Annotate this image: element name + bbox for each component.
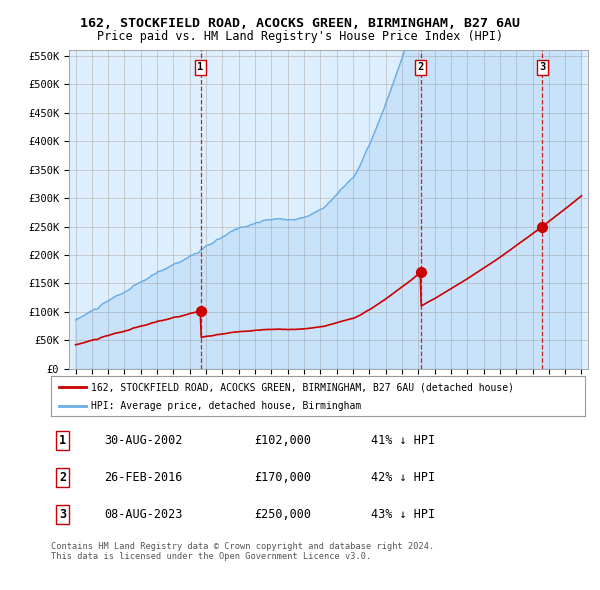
Text: 43% ↓ HPI: 43% ↓ HPI — [371, 509, 436, 522]
Text: Price paid vs. HM Land Registry's House Price Index (HPI): Price paid vs. HM Land Registry's House … — [97, 30, 503, 43]
Text: 1: 1 — [197, 62, 203, 72]
Text: 26-FEB-2016: 26-FEB-2016 — [104, 471, 183, 484]
Text: 162, STOCKFIELD ROAD, ACOCKS GREEN, BIRMINGHAM, B27 6AU (detached house): 162, STOCKFIELD ROAD, ACOCKS GREEN, BIRM… — [91, 382, 514, 392]
Text: £250,000: £250,000 — [254, 509, 311, 522]
Text: HPI: Average price, detached house, Birmingham: HPI: Average price, detached house, Birm… — [91, 401, 361, 411]
Text: 2: 2 — [418, 62, 424, 72]
Text: 3: 3 — [59, 509, 67, 522]
Text: Contains HM Land Registry data © Crown copyright and database right 2024.
This d: Contains HM Land Registry data © Crown c… — [51, 542, 434, 561]
Text: 08-AUG-2023: 08-AUG-2023 — [104, 509, 183, 522]
Text: 41% ↓ HPI: 41% ↓ HPI — [371, 434, 436, 447]
Text: £102,000: £102,000 — [254, 434, 311, 447]
Text: 162, STOCKFIELD ROAD, ACOCKS GREEN, BIRMINGHAM, B27 6AU: 162, STOCKFIELD ROAD, ACOCKS GREEN, BIRM… — [80, 17, 520, 30]
Text: 1: 1 — [59, 434, 67, 447]
Text: 2: 2 — [59, 471, 67, 484]
Text: £170,000: £170,000 — [254, 471, 311, 484]
Text: 30-AUG-2002: 30-AUG-2002 — [104, 434, 183, 447]
Text: 42% ↓ HPI: 42% ↓ HPI — [371, 471, 436, 484]
Text: 3: 3 — [539, 62, 545, 72]
